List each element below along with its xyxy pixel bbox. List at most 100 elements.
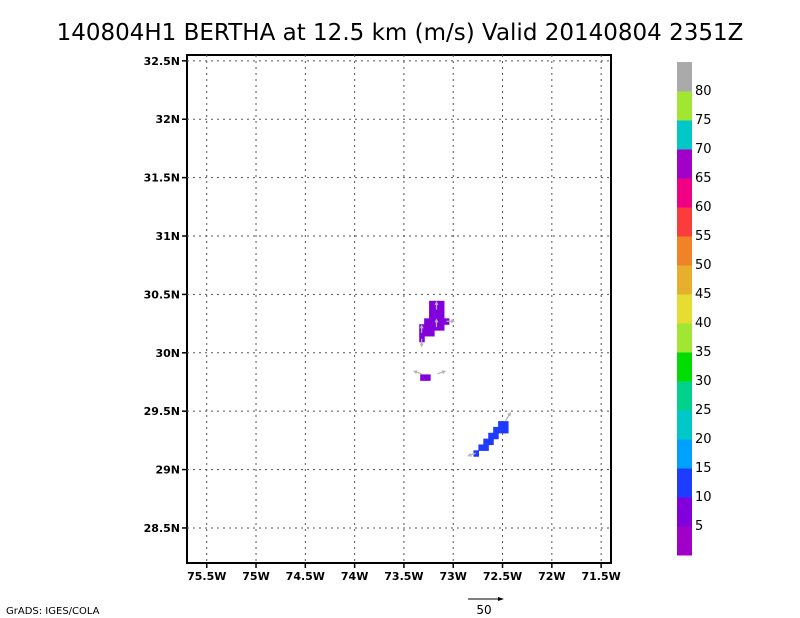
colorbar-bin <box>677 526 692 556</box>
wind-vector-arrowhead <box>441 370 447 375</box>
colorbar-bin <box>677 62 692 92</box>
x-tick-label: 72.5W <box>483 570 522 583</box>
colorbar-bin <box>677 236 692 266</box>
plot-area: 75.5W 75W 74.5W 74W 73.5W 73W 72.5W 72W 71.5W 28… <box>144 54 621 583</box>
colorbar-bin <box>677 497 692 527</box>
wind-speed-cell <box>438 300 445 308</box>
colorbar-label: 10 <box>695 490 712 505</box>
wind-vector-arrowhead <box>413 370 418 375</box>
wind-speed-cell <box>503 421 509 428</box>
wind-speed-cell <box>429 330 435 337</box>
colorbar-label: 55 <box>695 229 712 244</box>
reference-vector-arrowhead <box>498 597 504 601</box>
x-tick-label: 75W <box>242 570 269 583</box>
colorbar-label: 80 <box>695 84 712 99</box>
colorbar-bin <box>677 207 692 237</box>
wind-speed-cell <box>493 426 499 434</box>
wind-speed-cell <box>434 324 440 331</box>
wind-vector-arrowhead <box>434 318 439 323</box>
colorbar-bin <box>677 120 692 150</box>
colorbar-bin <box>677 149 692 179</box>
colorbar-label: 45 <box>695 287 712 302</box>
wind-speed-cell <box>493 432 499 440</box>
wind-vector-arrowhead <box>467 452 472 457</box>
colorbar-label: 25 <box>695 403 712 418</box>
colorbar-bin <box>677 352 692 382</box>
colorbar-label: 5 <box>695 519 703 534</box>
wind-speed-cell <box>434 312 440 319</box>
wind-speed-cell <box>419 330 425 337</box>
wind-vectors <box>413 300 512 457</box>
wind-speed-cell <box>503 426 509 434</box>
colorbar-bin <box>677 265 692 295</box>
y-tick-label: 32N <box>155 113 180 126</box>
wind-speed-cell <box>424 324 430 331</box>
x-tick-label: 72W <box>538 570 565 583</box>
colorbar-label: 65 <box>695 171 712 186</box>
colorbar-bin <box>677 439 692 469</box>
wind-speed-cell <box>425 374 431 381</box>
y-tick-label: 29N <box>155 464 180 477</box>
reference-vector-label: 50 <box>476 603 491 617</box>
wind-speed-cell <box>424 318 430 325</box>
wind-speed-cell <box>429 306 435 314</box>
wind-speed-cell <box>488 438 494 446</box>
wind-speed-cell <box>488 432 494 440</box>
y-axis-ticks: 28.5N 29N 29.5N 30N 30.5N 31N 31.5N 32N 32.5N <box>144 55 187 535</box>
colorbar-bin <box>677 178 692 208</box>
wind-speed-cell <box>438 306 445 314</box>
wind-vector-arrowhead <box>451 319 456 324</box>
y-tick-label: 30.5N <box>144 288 180 301</box>
wind-vector-arrowhead <box>419 324 424 329</box>
chart-title: 140804H1 BERTHA at 12.5 km (m/s) Valid 2… <box>57 20 744 46</box>
grid-lines <box>187 55 611 563</box>
colorbar-bin <box>677 294 692 324</box>
colorbar-label: 20 <box>695 432 712 447</box>
wind-speed-cell <box>483 438 489 446</box>
wind-speed-cell <box>498 426 504 434</box>
x-tick-label: 71.5W <box>581 570 620 583</box>
wind-speed-cell <box>473 450 479 457</box>
colorbar-label: 75 <box>695 113 712 128</box>
colorbar-label: 35 <box>695 345 712 360</box>
y-tick-label: 31.5N <box>144 172 180 185</box>
wind-speed-cell <box>429 318 435 325</box>
wind-speed-cell <box>483 444 489 451</box>
colorbar-label: 50 <box>695 258 712 273</box>
wind-vector-arrowhead <box>434 300 439 305</box>
y-tick-label: 30N <box>155 347 180 360</box>
wind-speed-cell <box>429 300 435 308</box>
x-tick-label: 73W <box>440 570 467 583</box>
wind-speed-cell <box>478 444 484 451</box>
colorbar: 5 10 15 20 25 30 35 40 45 50 55 60 65 70 75 80 <box>677 62 712 556</box>
wind-speed-cell <box>498 421 504 428</box>
y-tick-label: 28.5N <box>144 522 180 535</box>
wind-speed-cell <box>438 318 445 325</box>
colorbar-bin <box>677 410 692 440</box>
x-tick-label: 75.5W <box>187 570 226 583</box>
y-tick-label: 32.5N <box>144 55 180 68</box>
wind-speed-cell <box>429 312 435 319</box>
colorbar-bin <box>677 91 692 121</box>
x-tick-label: 74W <box>341 570 368 583</box>
colorbar-label: 40 <box>695 316 712 331</box>
grads-credit: GrADS: IGES/COLA <box>6 606 100 617</box>
colorbar-label: 15 <box>695 461 712 476</box>
y-tick-label: 29.5N <box>144 405 180 418</box>
wind-speed-cell <box>434 306 440 314</box>
colorbar-label: 60 <box>695 200 712 215</box>
colorbar-label: 30 <box>695 374 712 389</box>
x-axis-ticks: 75.5W 75W 74.5W 74W 73.5W 73W 72.5W 72W 71.5W <box>187 563 621 583</box>
colorbar-bin <box>677 468 692 498</box>
colorbar-label: 70 <box>695 142 712 157</box>
wind-vector-arrowhead <box>507 412 512 417</box>
x-tick-label: 73.5W <box>384 570 423 583</box>
wind-speed-cell <box>429 324 435 331</box>
wind-speed-cell <box>424 330 430 337</box>
x-tick-label: 74.5W <box>286 570 325 583</box>
wind-speed-cell <box>438 324 445 331</box>
reference-vector: 50 <box>468 597 504 617</box>
wind-speed-cell <box>438 312 445 319</box>
wind-vector-arrowhead <box>419 343 424 348</box>
